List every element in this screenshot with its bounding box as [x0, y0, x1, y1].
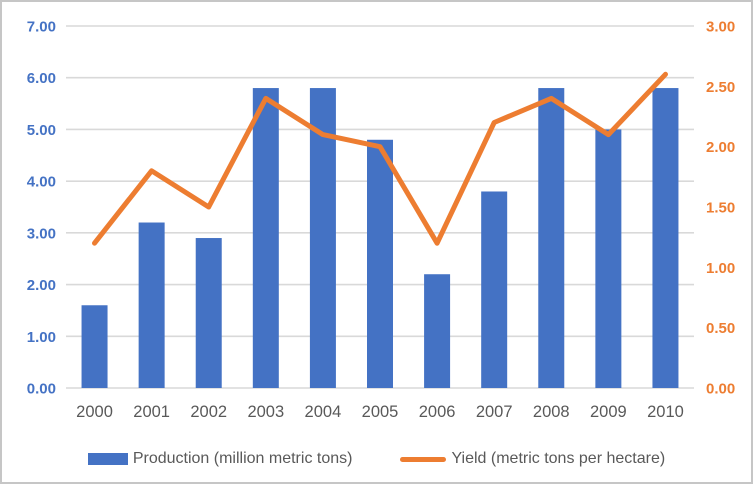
left-axis-tick-label: 0.00	[27, 381, 56, 398]
right-axis-tick-label: 1.00	[706, 260, 735, 277]
bar-2002	[195, 238, 222, 388]
left-axis-tick-label: 5.00	[27, 122, 56, 139]
right-axis-tick-label: 3.00	[706, 19, 735, 36]
legend-item-yield: Yield (metric tons per hectare)	[400, 450, 665, 468]
bar-2006	[424, 274, 451, 388]
right-axis-tick-label: 1.50	[706, 200, 735, 217]
bar-2010	[652, 88, 679, 389]
x-axis-tick-label: 2001	[133, 403, 170, 421]
bar-2001	[138, 222, 165, 388]
x-axis-tick-label: 2006	[419, 403, 456, 421]
x-axis-tick-label: 2003	[247, 403, 284, 421]
right-axis-tick-label: 0.50	[706, 320, 735, 337]
x-axis-tick-label: 2007	[476, 403, 513, 421]
production-swatch-icon	[87, 453, 128, 465]
x-axis-tick-label: 2010	[647, 403, 684, 421]
chart-legend: Production (million metric tons) Yield (…	[2, 450, 751, 468]
bar-2007	[481, 191, 508, 388]
yield-line	[92, 71, 668, 246]
left-axis-tick-label: 2.00	[27, 277, 56, 294]
left-axis-tick-label: 7.00	[27, 19, 56, 36]
bar-2003	[252, 88, 279, 389]
x-axis-tick-label: 2000	[76, 403, 113, 421]
x-axis-tick-label: 2005	[362, 403, 399, 421]
bar-2008	[538, 88, 565, 389]
right-axis-tick-label: 2.50	[706, 79, 735, 96]
legend-item-production: Production (million metric tons)	[87, 450, 353, 468]
x-axis-tick-label: 2008	[533, 403, 570, 421]
x-axis-tick-label: 2004	[305, 403, 342, 421]
right-axis-tick-label: 0.00	[706, 381, 735, 398]
bar-2009	[595, 129, 622, 388]
legend-label-production: Production (million metric tons)	[132, 450, 353, 467]
left-axis-tick-label: 4.00	[27, 174, 56, 191]
left-axis-tick-label: 6.00	[27, 70, 56, 87]
x-axis-tick-label: 2009	[590, 403, 627, 421]
legend-label-yield: Yield (metric tons per hectare)	[451, 450, 666, 467]
left-axis-tick-label: 1.00	[27, 329, 56, 346]
bar-2005	[367, 139, 393, 388]
left-axis-tick-label: 3.00	[27, 225, 56, 242]
bar-2000	[81, 305, 108, 388]
right-axis-tick-label: 2.00	[706, 139, 735, 156]
x-axis-tick-label: 2002	[190, 403, 227, 421]
yield-swatch-icon	[400, 456, 447, 462]
